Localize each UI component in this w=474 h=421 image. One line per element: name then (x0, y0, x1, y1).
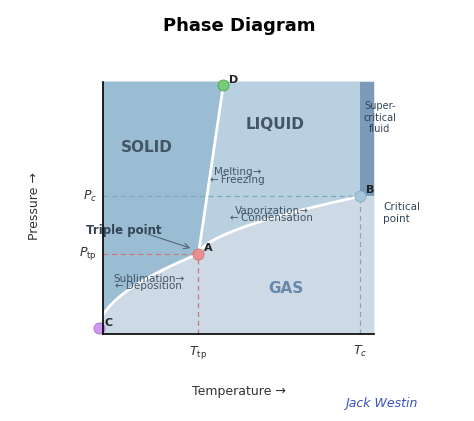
Text: $T_{\rm tp}$: $T_{\rm tp}$ (190, 344, 208, 361)
Text: C: C (104, 318, 112, 328)
Text: Super-
critical
fluid: Super- critical fluid (364, 101, 396, 134)
Text: Pressure →: Pressure → (28, 172, 41, 240)
Text: $P_{\rm tp}$: $P_{\rm tp}$ (79, 245, 97, 262)
Text: GAS: GAS (268, 281, 303, 296)
Text: $P_c$: $P_c$ (83, 189, 97, 204)
Polygon shape (99, 82, 224, 334)
Text: Melting→: Melting→ (214, 168, 261, 177)
Polygon shape (360, 82, 374, 197)
Text: $T_c$: $T_c$ (353, 344, 367, 359)
Polygon shape (199, 82, 374, 254)
Text: Temperature →: Temperature → (192, 385, 286, 398)
Text: Critical
point: Critical point (383, 202, 420, 224)
Text: Sublimation→: Sublimation→ (113, 274, 184, 284)
Text: D: D (228, 75, 238, 85)
Text: B: B (365, 185, 374, 195)
Text: Jack Westin: Jack Westin (345, 397, 417, 410)
Text: ← Condensation: ← Condensation (230, 213, 313, 223)
Text: SOLID: SOLID (121, 140, 173, 155)
Polygon shape (99, 197, 374, 334)
Text: LIQUID: LIQUID (246, 117, 304, 132)
Text: ← Freezing: ← Freezing (210, 175, 265, 185)
Text: Vaporization→: Vaporization→ (235, 205, 308, 216)
Text: ← Deposition: ← Deposition (115, 281, 182, 291)
Text: A: A (204, 242, 212, 253)
Text: Triple point: Triple point (86, 224, 162, 237)
Title: Phase Diagram: Phase Diagram (163, 17, 316, 35)
